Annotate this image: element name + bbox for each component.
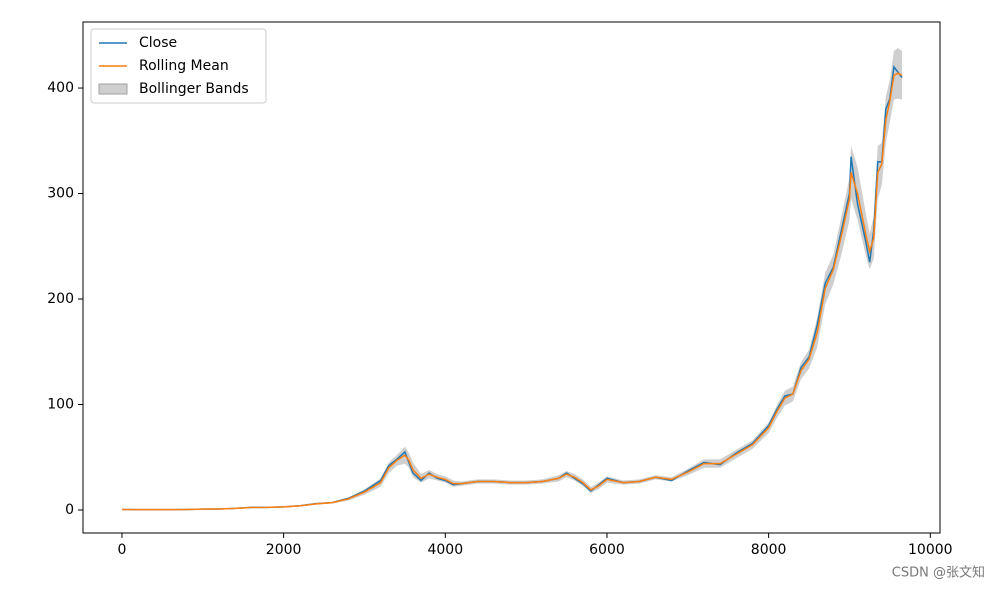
x-tick-label: 0 [118,542,127,558]
y-tick-label: 300 [47,186,74,202]
legend-label: Close [139,35,177,51]
bollinger-band [121,47,903,510]
y-tick-label: 100 [47,397,74,413]
legend-label: Bollinger Bands [139,81,249,97]
x-tick-label: 8000 [751,542,787,558]
x-tick-label: 10000 [908,542,953,558]
legend-swatch [98,83,128,95]
series-line [121,72,903,511]
series-line [121,65,903,511]
y-tick-label: 0 [65,502,74,518]
y-tick-label: 200 [47,291,74,307]
watermark: CSDN @张文知 [892,565,985,581]
x-tick-label: 6000 [589,542,625,558]
x-tick-label: 4000 [427,542,463,558]
y-tick-label: 400 [47,80,74,96]
plot-frame [82,21,941,534]
legend-box [90,28,267,104]
x-tick-label: 2000 [266,542,302,558]
legend-label: Rolling Mean [139,58,229,74]
